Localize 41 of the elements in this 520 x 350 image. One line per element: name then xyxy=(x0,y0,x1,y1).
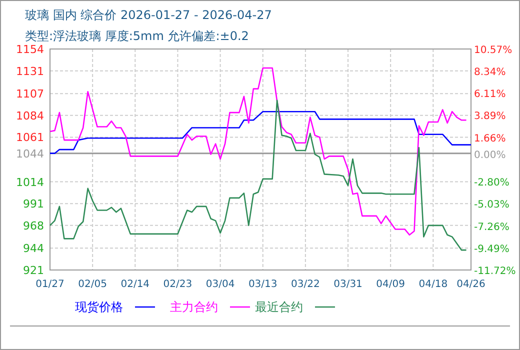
y2-tick-label: 1.66% xyxy=(474,133,506,144)
line-series xyxy=(49,110,472,154)
x-tick-label: 03/31 xyxy=(334,279,362,290)
line-series xyxy=(49,67,467,236)
y2-tick-label: 8.34% xyxy=(474,67,506,78)
y2-tick-label: -5.03% xyxy=(474,200,510,211)
y2-tick-label: 6.11% xyxy=(474,89,506,100)
chart-subtitle: 类型:浮法玻璃 厚度:5mm 允许偏差:±0.2 xyxy=(25,29,249,43)
x-tick-label: 03/22 xyxy=(291,279,320,290)
line-series xyxy=(49,100,467,251)
y2-tick-label: -9.49% xyxy=(474,244,510,255)
y-tick-label: 1084 xyxy=(16,109,44,122)
x-tick-label: 03/13 xyxy=(248,279,278,290)
y-tick-label: 921 xyxy=(23,264,44,277)
chart-title: 玻璃 国内 综合价 2026-01-27 - 2026-04-27 xyxy=(25,8,272,22)
x-tick-label: 04/18 xyxy=(418,279,448,290)
y2-tick-label: -11.72% xyxy=(474,266,516,277)
y2-tick-label: 0.00% xyxy=(474,150,506,161)
y-tick-label: 1014 xyxy=(16,176,44,189)
y-tick-label: 1131 xyxy=(16,64,44,78)
y-tick-label: 991 xyxy=(23,198,44,211)
y2-tick-label: -7.26% xyxy=(474,222,510,233)
y2-tick-label: 10.57% xyxy=(474,45,512,56)
x-tick-label: 01/27 xyxy=(36,279,64,290)
y-tick-label: 944 xyxy=(23,242,44,256)
y-tick-label: 1044 xyxy=(16,147,44,160)
y-tick-label: 1061 xyxy=(16,131,44,144)
x-tick-label: 02/14 xyxy=(120,279,150,290)
x-tick-label: 03/04 xyxy=(206,279,235,290)
legend-label: 主力合约 xyxy=(170,300,218,314)
y2-tick-label: 3.89% xyxy=(474,111,506,122)
x-tick-label: 02/05 xyxy=(78,279,107,290)
legend-label: 现货价格 xyxy=(75,300,123,314)
y-tick-label: 1154 xyxy=(16,43,44,56)
x-tick-label: 02/23 xyxy=(163,279,192,290)
y-tick-label: 1107 xyxy=(16,88,44,101)
legend-label: 最近合约 xyxy=(255,300,303,314)
x-tick-label: 04/26 xyxy=(456,279,486,290)
y2-tick-label: -2.80% xyxy=(474,178,510,189)
y-tick-label: 968 xyxy=(23,219,44,232)
x-tick-label: 04/09 xyxy=(376,279,405,290)
